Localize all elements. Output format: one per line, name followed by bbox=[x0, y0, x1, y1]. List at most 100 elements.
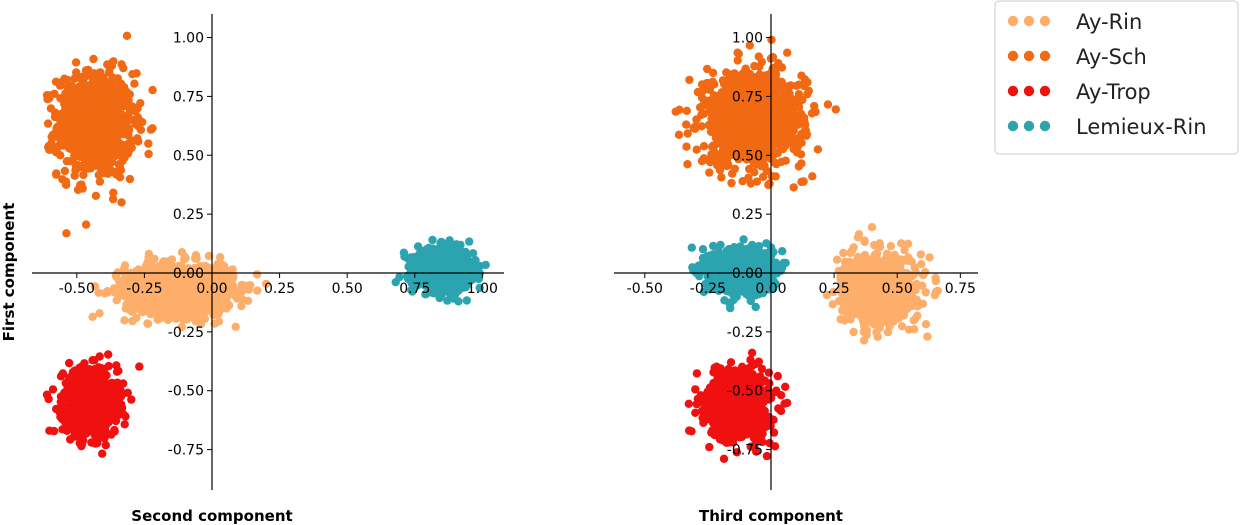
scatter-point bbox=[767, 109, 776, 119]
scatter-point bbox=[86, 136, 95, 146]
scatter-point bbox=[127, 143, 136, 153]
y-tick-label: 0.50 bbox=[173, 148, 204, 164]
scatter-point bbox=[727, 178, 736, 188]
scatter-point bbox=[75, 124, 84, 133]
scatter-point bbox=[66, 376, 75, 386]
scatter-point bbox=[78, 79, 87, 89]
x-tick-label: 0.00 bbox=[196, 281, 227, 297]
scatter-point bbox=[134, 265, 143, 274]
scatter-point bbox=[742, 127, 751, 136]
x-tick-label: 0.25 bbox=[264, 281, 295, 297]
scatter-point bbox=[428, 235, 437, 245]
scatter-point bbox=[52, 148, 61, 157]
scatter-point bbox=[751, 120, 760, 130]
scatter-point bbox=[783, 48, 792, 57]
y-tick-label: 0.25 bbox=[173, 207, 204, 223]
scatter-point bbox=[109, 284, 119, 293]
scatter-point bbox=[92, 136, 101, 146]
scatter-point bbox=[107, 134, 116, 143]
scatter-point bbox=[771, 172, 780, 181]
scatter-point bbox=[400, 252, 409, 261]
x-tick-label: 0.75 bbox=[399, 281, 430, 297]
scatter-point bbox=[70, 132, 80, 142]
scatter-point bbox=[444, 264, 454, 273]
scatter-point bbox=[93, 410, 103, 420]
scatter-point bbox=[744, 115, 753, 125]
scatter-point bbox=[765, 179, 774, 188]
scatter-point bbox=[56, 412, 65, 422]
scatter-point bbox=[682, 106, 691, 116]
scatter-point bbox=[217, 260, 226, 269]
scatter-point bbox=[102, 84, 112, 94]
scatter-point bbox=[777, 97, 786, 106]
scatter-point bbox=[437, 289, 446, 298]
scatter-point bbox=[697, 122, 706, 131]
scatter-point bbox=[87, 147, 96, 157]
scatter-point bbox=[674, 130, 684, 139]
scatter-point bbox=[94, 288, 103, 297]
scatter-point bbox=[44, 394, 53, 404]
scatter-point bbox=[103, 287, 112, 296]
scatter-point bbox=[99, 148, 109, 157]
scatter-point bbox=[118, 389, 128, 399]
scatter-point bbox=[796, 150, 806, 159]
scatter-point bbox=[682, 142, 691, 151]
scatter-point bbox=[45, 145, 54, 154]
scatter-point bbox=[775, 83, 785, 92]
scatter-point bbox=[204, 251, 214, 261]
scatter-point bbox=[228, 281, 238, 290]
scatter-point bbox=[831, 105, 840, 114]
scatter-point bbox=[813, 145, 823, 154]
scatter-point bbox=[117, 198, 126, 207]
panel-third-component: -0.50 -0.25 0.00 0.25 0.50 0.75-0.75-0.50-0.2… bbox=[614, 14, 978, 490]
scatter-point bbox=[109, 188, 118, 197]
scatter-point bbox=[158, 311, 167, 320]
scatter-point bbox=[144, 139, 153, 148]
scatter-point bbox=[778, 144, 788, 154]
scatter-point bbox=[149, 296, 159, 306]
scatter-point bbox=[144, 249, 154, 259]
scatter-point bbox=[79, 132, 88, 141]
scatter-point bbox=[58, 369, 68, 378]
y-tick-label: 0.75 bbox=[173, 89, 204, 105]
scatter-point bbox=[803, 78, 812, 87]
scatter-point bbox=[727, 119, 737, 128]
scatter-point bbox=[90, 85, 100, 94]
scatter-point bbox=[101, 441, 111, 450]
scatter-point bbox=[108, 73, 117, 82]
scatter-point bbox=[119, 410, 128, 419]
scatter-point bbox=[158, 296, 168, 306]
scatter-point bbox=[133, 121, 142, 130]
scatter-point bbox=[89, 54, 98, 64]
scatter-point bbox=[62, 99, 72, 109]
scatter-point bbox=[55, 81, 65, 90]
scatter-point bbox=[811, 107, 820, 117]
scatter-point bbox=[79, 418, 89, 427]
scatter-point bbox=[800, 113, 809, 123]
scatter-point bbox=[738, 177, 747, 186]
scatter-point bbox=[747, 136, 756, 146]
scatter-point bbox=[97, 364, 106, 373]
scatter-point bbox=[62, 229, 71, 238]
scatter-point bbox=[117, 79, 126, 89]
scatter-point bbox=[91, 78, 100, 88]
scatter-point bbox=[783, 122, 792, 131]
scatter-point bbox=[81, 102, 90, 111]
scatter-point bbox=[43, 95, 52, 104]
scatter-point bbox=[73, 162, 82, 171]
scatter-point bbox=[705, 168, 714, 177]
scatter-point bbox=[462, 296, 471, 305]
scatter-point bbox=[94, 433, 103, 443]
scatter-point bbox=[110, 427, 119, 436]
scatter-point bbox=[216, 253, 225, 262]
scatter-point bbox=[94, 170, 104, 180]
scatter-point bbox=[791, 117, 800, 126]
scatter-point bbox=[108, 153, 118, 162]
scatter-point bbox=[710, 80, 719, 89]
scatter-point bbox=[50, 131, 60, 141]
scatter-point bbox=[132, 304, 142, 313]
scatter-point bbox=[132, 313, 141, 323]
scatter-point bbox=[102, 419, 111, 429]
y-tick-label: -0.75 bbox=[168, 443, 204, 459]
